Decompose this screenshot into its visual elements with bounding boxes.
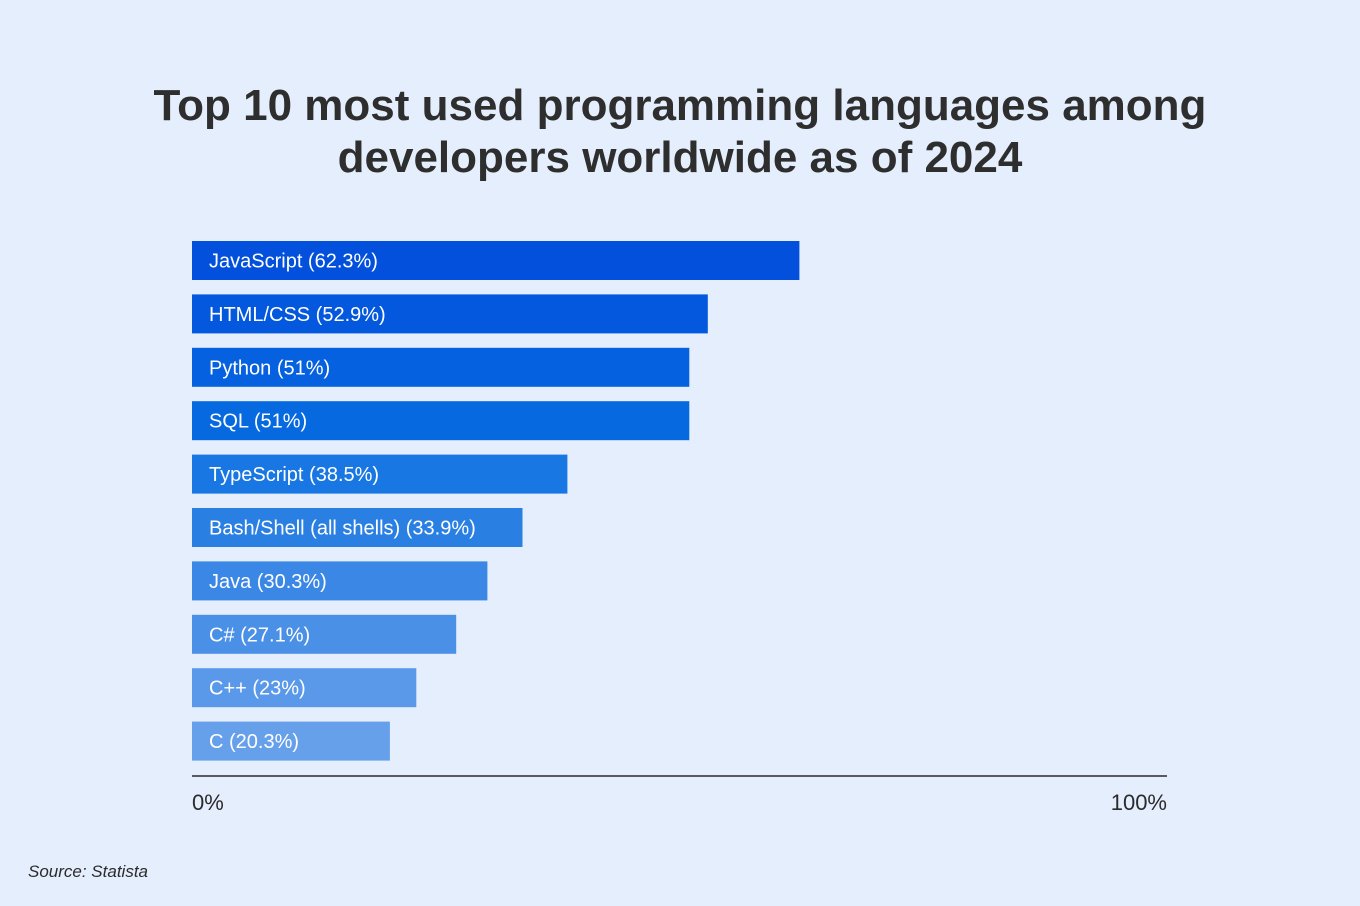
bar-4 (192, 454, 568, 494)
bar-6 (192, 561, 488, 601)
bar-label-4: TypeScript (38.5%) (209, 464, 379, 486)
bar-1 (192, 294, 708, 334)
bar-0 (192, 241, 800, 280)
bar-label-8: C++ (23%) (209, 678, 306, 700)
bar-label-6: Java (30.3%) (209, 571, 327, 593)
bar-label-9: C (20.3%) (209, 731, 299, 753)
bar-3 (192, 401, 690, 441)
chart-title: Top 10 most used programming languages a… (153, 81, 1207, 182)
bars-group: JavaScript (62.3%) HTML/CSS (52.9%) Python… (192, 241, 800, 761)
bar-5 (192, 508, 523, 547)
x-tick-label-max: 100% (1111, 790, 1167, 815)
bar-2 (192, 347, 690, 387)
bar-7 (192, 614, 457, 654)
bar-label-2: Python (51%) (209, 357, 330, 379)
bar-label-7: C# (27.1%) (209, 624, 310, 646)
x-tick-label-min: 0% (192, 790, 224, 815)
bar-label-1: HTML/CSS (52.9%) (209, 304, 386, 326)
bar-label-5: Bash/Shell (all shells) (33.9%) (209, 518, 476, 540)
bar-8 (192, 668, 417, 708)
bar-label-3: SQL (51%) (209, 411, 307, 433)
bar-label-0: JavaScript (62.3%) (209, 251, 378, 273)
source-note: Source: Statista (28, 862, 149, 881)
bar-9 (192, 721, 390, 761)
